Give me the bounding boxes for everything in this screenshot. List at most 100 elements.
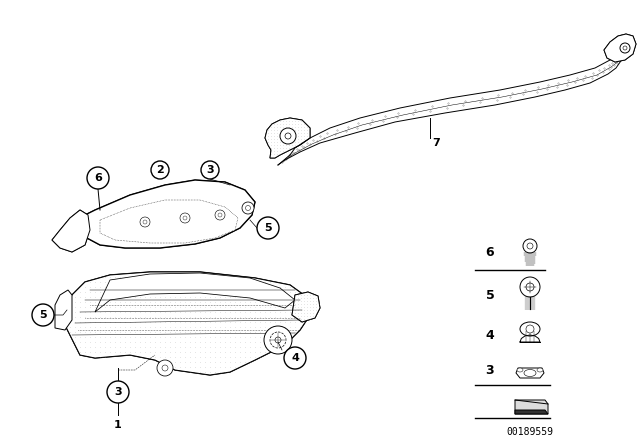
Point: [195, 196, 205, 203]
Point: [75, 328, 85, 336]
Point: [302, 126, 312, 134]
Point: [71, 224, 81, 232]
Point: [293, 135, 303, 142]
Point: [165, 293, 175, 301]
Point: [85, 314, 95, 321]
Point: [130, 303, 140, 310]
Point: [199, 189, 209, 196]
Point: [608, 39, 618, 47]
Point: [180, 289, 190, 296]
Point: [195, 233, 205, 240]
Point: [250, 328, 260, 336]
Point: [68, 224, 78, 232]
Point: [179, 220, 189, 228]
Point: [130, 314, 140, 321]
Point: [296, 129, 306, 137]
Point: [195, 220, 205, 228]
Point: [185, 328, 195, 336]
Point: [110, 308, 120, 315]
Point: [165, 314, 175, 321]
Point: [175, 181, 185, 188]
Point: [245, 303, 255, 310]
Point: [59, 228, 69, 235]
Point: [151, 220, 161, 228]
Point: [180, 323, 190, 331]
Point: [170, 338, 180, 345]
Point: [272, 121, 282, 128]
Point: [62, 233, 72, 241]
Point: [165, 338, 175, 345]
Point: [290, 303, 300, 310]
Point: [199, 200, 209, 207]
Point: [175, 237, 185, 244]
Point: [143, 204, 153, 211]
Point: [191, 200, 201, 207]
Point: [79, 228, 89, 236]
Point: [245, 278, 255, 285]
Point: [219, 204, 229, 211]
Point: [155, 233, 165, 240]
Point: [179, 228, 189, 236]
Point: [220, 319, 230, 326]
Point: [284, 144, 294, 151]
Point: [281, 142, 291, 149]
Point: [199, 220, 209, 228]
Point: [608, 45, 618, 52]
Point: [220, 344, 230, 351]
Point: [170, 278, 180, 285]
Point: [159, 212, 169, 220]
Circle shape: [520, 277, 540, 297]
Point: [220, 284, 230, 291]
Point: [105, 333, 115, 340]
Point: [205, 323, 215, 331]
Point: [139, 228, 149, 236]
Point: [140, 333, 150, 340]
Point: [147, 189, 157, 196]
Point: [100, 338, 110, 345]
Point: [215, 333, 225, 340]
Point: [110, 278, 120, 285]
Point: [626, 43, 636, 50]
Point: [155, 303, 165, 310]
Point: [175, 233, 185, 240]
Point: [119, 212, 129, 220]
Point: [200, 278, 210, 285]
Point: [135, 293, 145, 301]
Point: [302, 135, 312, 142]
Point: [62, 242, 72, 250]
Point: [163, 193, 173, 200]
Point: [111, 228, 121, 236]
Point: [255, 333, 265, 340]
Text: 5: 5: [486, 289, 494, 302]
Point: [199, 233, 209, 240]
Point: [200, 289, 210, 296]
Point: [90, 278, 100, 285]
Point: [223, 212, 233, 220]
Point: [205, 303, 215, 310]
Point: [245, 353, 255, 361]
Point: [179, 193, 189, 200]
Point: [300, 308, 310, 315]
Point: [145, 278, 155, 285]
Point: [290, 314, 300, 321]
Point: [65, 319, 75, 326]
Point: [77, 209, 87, 216]
Point: [90, 293, 100, 301]
Point: [623, 52, 633, 59]
Point: [629, 45, 639, 52]
Point: [165, 328, 175, 336]
Point: [107, 212, 117, 220]
Point: [80, 215, 90, 223]
Circle shape: [526, 283, 534, 291]
Point: [171, 220, 181, 228]
Point: [56, 242, 66, 250]
Point: [75, 303, 85, 310]
Point: [219, 189, 229, 196]
Point: [207, 216, 217, 224]
Point: [62, 224, 72, 232]
Point: [80, 328, 90, 336]
Point: [80, 224, 90, 232]
Point: [311, 310, 321, 317]
Point: [215, 338, 225, 345]
Point: [611, 57, 621, 65]
